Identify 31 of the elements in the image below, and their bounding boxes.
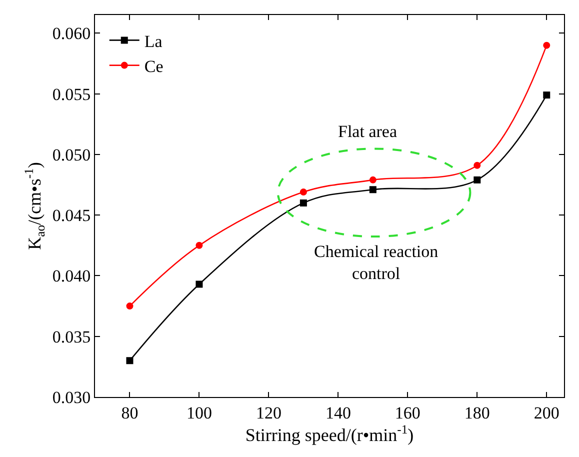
y-tick-label: 0.045 <box>52 206 91 226</box>
point <box>369 176 376 184</box>
x-tick-label: 200 <box>534 403 560 422</box>
point <box>196 280 203 288</box>
x-tick-label: 120 <box>256 403 282 422</box>
x-tick-label: 160 <box>394 403 420 422</box>
point <box>474 162 481 169</box>
point <box>474 176 481 184</box>
y-tick-label: 0.055 <box>52 84 91 104</box>
point <box>126 357 134 364</box>
y-tick-label: 0.050 <box>52 145 91 164</box>
y-tick-label: 0.030 <box>52 388 91 407</box>
point <box>300 188 307 196</box>
x-tick-label: 140 <box>325 403 351 422</box>
point <box>300 199 307 206</box>
point <box>126 302 134 310</box>
annotation: Flat area <box>338 122 398 141</box>
point <box>369 186 376 194</box>
y-tick-label: 0.040 <box>52 266 91 286</box>
x-tick-label: 180 <box>464 403 490 422</box>
point <box>543 42 550 49</box>
x-tick-label: 80 <box>121 403 138 422</box>
y-tick-label: 0.035 <box>52 327 91 346</box>
legend-label: Ce <box>144 56 164 76</box>
annotation: Chemical reaction control <box>314 242 439 284</box>
x-tick-label: 100 <box>186 403 212 422</box>
point <box>543 92 550 99</box>
point <box>196 242 203 249</box>
y-tick-label: 0.060 <box>52 24 91 44</box>
x-axis-title: Stirring speed/(r•min$^{-1}$) <box>245 422 414 445</box>
legend-label: La <box>144 32 163 51</box>
